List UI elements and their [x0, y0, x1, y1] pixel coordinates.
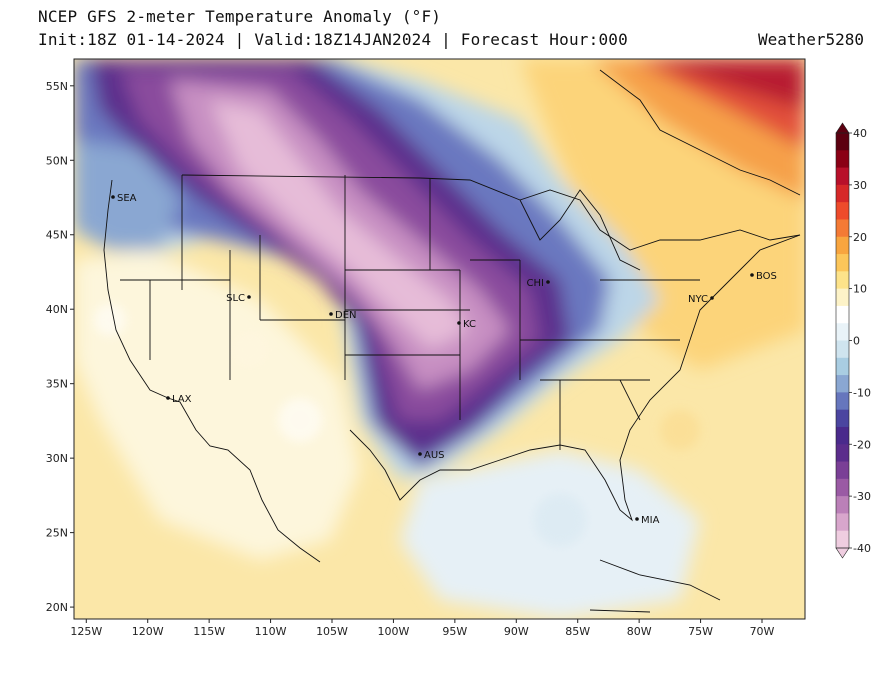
city-label: AUS	[424, 450, 445, 461]
city-dot	[329, 312, 333, 316]
colorbar-label: -40	[853, 542, 871, 555]
colorbar-segment	[836, 323, 849, 341]
colorbar-segment	[836, 150, 849, 169]
colorbar-segment	[836, 392, 849, 411]
colorbar-segment	[836, 271, 849, 290]
city-label: BOS	[756, 271, 777, 282]
colorbar-segment	[836, 478, 849, 497]
temperature-anomaly-field	[74, 59, 805, 619]
lon-tick-label: 110W	[255, 625, 287, 638]
colorbar-segment	[836, 236, 849, 255]
city-dot	[166, 396, 170, 400]
city-label: NYC	[688, 294, 708, 305]
city-kc: KC	[457, 319, 476, 330]
colorbar-segment	[836, 444, 849, 463]
colorbar-label: 0	[853, 335, 860, 348]
city-lax: LAX	[166, 394, 192, 405]
city-dot	[750, 273, 754, 277]
map-title: NCEP GFS 2-meter Temperature Anomaly (°F…	[38, 7, 442, 26]
lon-tick-label: 70W	[750, 625, 775, 638]
latitude-axis: 55N 50N 45N 40N 35N 30N 25N 20N	[46, 80, 74, 614]
city-chi: CHI	[527, 278, 550, 289]
city-label: DEN	[335, 310, 357, 321]
brand-label: Weather5280	[758, 30, 864, 49]
city-bos: BOS	[750, 271, 777, 282]
city-label: SEA	[117, 193, 137, 204]
lat-tick-label: 50N	[46, 154, 68, 167]
colorbar-label: -30	[853, 490, 871, 503]
colorbar-segment	[836, 461, 849, 480]
city-sea: SEA	[111, 193, 137, 204]
city-dot	[111, 195, 115, 199]
colorbar-segment	[836, 305, 849, 324]
lat-tick-label: 35N	[46, 378, 68, 391]
lon-tick-label: 95W	[442, 625, 467, 638]
city-nyc: NYC	[688, 294, 714, 305]
colorbar-segment	[836, 340, 849, 359]
colorbar-segment	[836, 254, 849, 272]
lon-tick-label: 100W	[377, 625, 409, 638]
lat-tick-label: 20N	[46, 601, 68, 614]
colorbar-min-arrow	[835, 547, 850, 559]
longitude-axis: 125W 120W 115W 110W 105W 100W 95W 90W 85W 80W 75W 7…	[70, 619, 775, 638]
colorbar-segment	[836, 426, 849, 445]
political-boundaries	[103, 69, 801, 613]
lon-tick-label: 105W	[316, 625, 348, 638]
map-frame	[73, 58, 806, 620]
lon-tick-label: 80W	[627, 625, 652, 638]
map-subtitle: Init:18Z 01-14-2024 | Valid:18Z14JAN2024…	[38, 30, 628, 49]
lat-tick-label: 45N	[46, 229, 68, 242]
lat-tick-label: 40N	[46, 303, 68, 316]
colorbar-segment	[836, 288, 849, 307]
colorbar-label: 10	[853, 283, 867, 296]
colorbar-label: -10	[853, 386, 871, 399]
lat-tick-label: 30N	[46, 452, 68, 465]
colorbar-label: 30	[853, 179, 867, 192]
lon-tick-label: 85W	[565, 625, 590, 638]
city-label: KC	[463, 319, 476, 330]
lon-tick-label: 75W	[688, 625, 713, 638]
colorbar-segment	[836, 133, 849, 151]
colorbar-segment	[836, 184, 849, 203]
colorbar-segment	[836, 409, 849, 428]
city-dot	[635, 517, 639, 521]
lon-tick-label: 90W	[504, 625, 529, 638]
colorbar-label: 20	[853, 231, 867, 244]
colorbar-segment	[836, 219, 849, 238]
city-den: DEN	[329, 310, 357, 321]
city-mia: MIA	[635, 515, 660, 526]
temperature-colorbar: 40 30 20 10 0 -10 -20 -30 -40	[835, 122, 871, 559]
city-label: LAX	[172, 394, 192, 405]
city-dot	[247, 295, 251, 299]
colorbar-segment	[836, 530, 849, 549]
city-slc: SLC	[226, 293, 251, 304]
lat-tick-label: 55N	[46, 80, 68, 93]
city-markers: SEA SLC DEN KC CHI NYC BOS LAX AUS MIA	[111, 193, 777, 526]
city-dot	[546, 280, 550, 284]
colorbar-segment	[836, 375, 849, 393]
city-dot	[457, 321, 461, 325]
colorbar-segment	[836, 496, 849, 514]
lon-tick-label: 115W	[193, 625, 225, 638]
colorbar-max-arrow	[835, 122, 850, 134]
lon-tick-label: 120W	[132, 625, 164, 638]
lat-tick-label: 25N	[46, 527, 68, 540]
colorbar-label: -20	[853, 438, 871, 451]
city-label: MIA	[641, 515, 660, 526]
colorbar-segment	[836, 357, 849, 376]
city-label: CHI	[527, 278, 544, 289]
city-label: SLC	[226, 293, 245, 304]
city-aus: AUS	[418, 450, 445, 461]
colorbar-segment	[836, 202, 849, 220]
colorbar-segment	[836, 167, 849, 186]
colorbar-segment	[836, 513, 849, 532]
city-dot	[418, 452, 422, 456]
colorbar-label: 40	[853, 127, 867, 140]
city-dot	[710, 296, 714, 300]
lon-tick-label: 125W	[70, 625, 102, 638]
